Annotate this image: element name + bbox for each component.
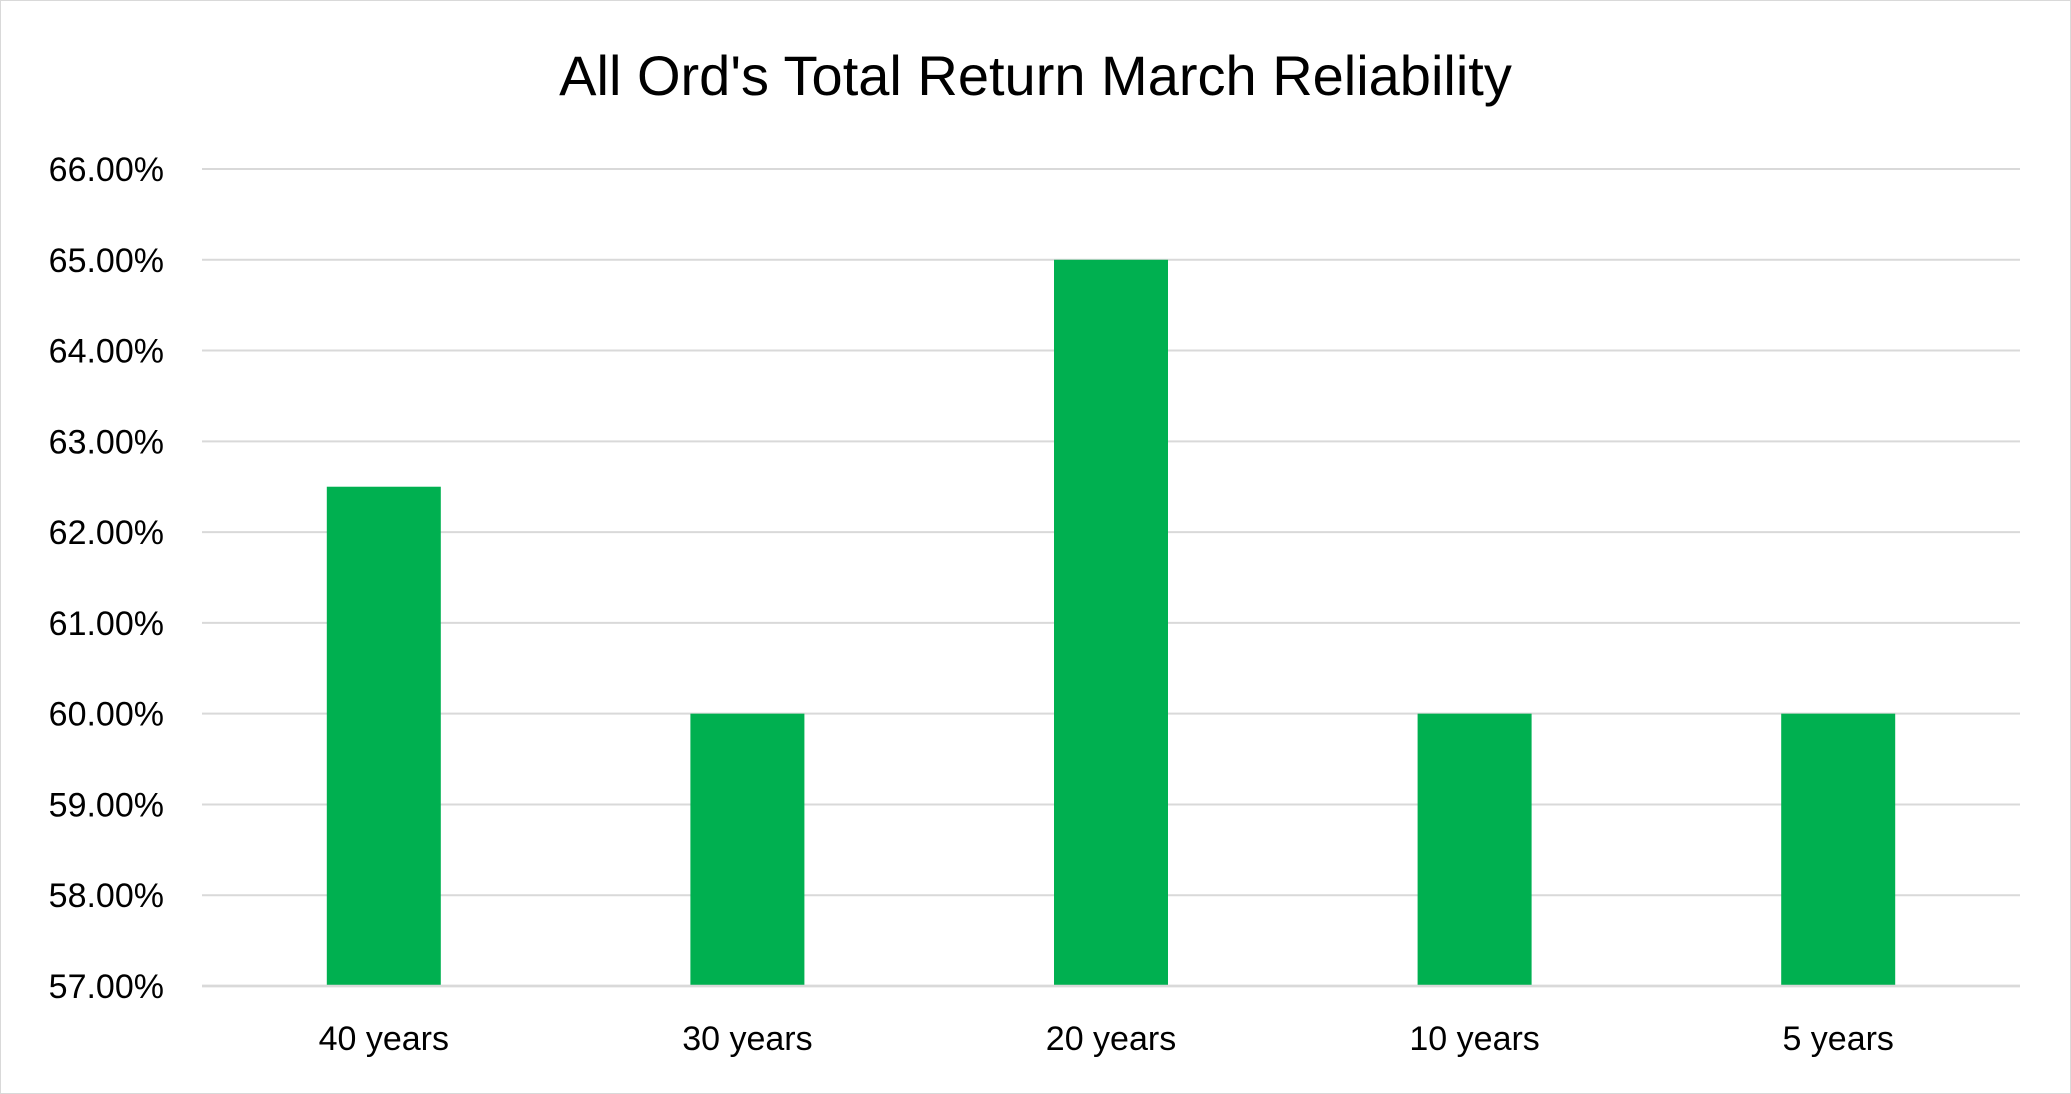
x-tick-label: 20 years (1046, 1020, 1176, 1058)
bar (690, 713, 805, 986)
y-tick-label: 64.00% (49, 333, 164, 371)
x-tick-label: 40 years (319, 1020, 449, 1058)
y-tick-label: 66.00% (49, 151, 164, 189)
y-tick-label: 65.00% (49, 242, 164, 280)
bars (202, 259, 2020, 988)
y-tick-label: 61.00% (49, 605, 164, 643)
y-axis-tick-labels: 66.00% 65.00% 64.00% 63.00% 62.00% 61.00% 60.0… (49, 151, 164, 1006)
bar (1054, 259, 1168, 986)
y-tick-label: 62.00% (49, 514, 164, 552)
bar (1781, 713, 1896, 986)
y-tick-label: 59.00% (49, 786, 164, 824)
x-tick-label: 5 years (1782, 1020, 1894, 1058)
x-axis-tick-labels: 40 years 30 years 20 years 10 years 5 years (319, 1020, 1894, 1058)
y-tick-label: 60.00% (49, 696, 164, 734)
x-tick-label: 30 years (682, 1020, 812, 1058)
y-tick-label: 57.00% (49, 968, 164, 1006)
x-tick-label: 10 years (1409, 1020, 1539, 1058)
bar (1417, 713, 1532, 986)
y-tick-label: 58.00% (49, 877, 164, 915)
bar (326, 486, 441, 986)
chart-title: All Ord's Total Return March Reliability (559, 44, 1512, 107)
y-tick-label: 63.00% (49, 423, 164, 461)
